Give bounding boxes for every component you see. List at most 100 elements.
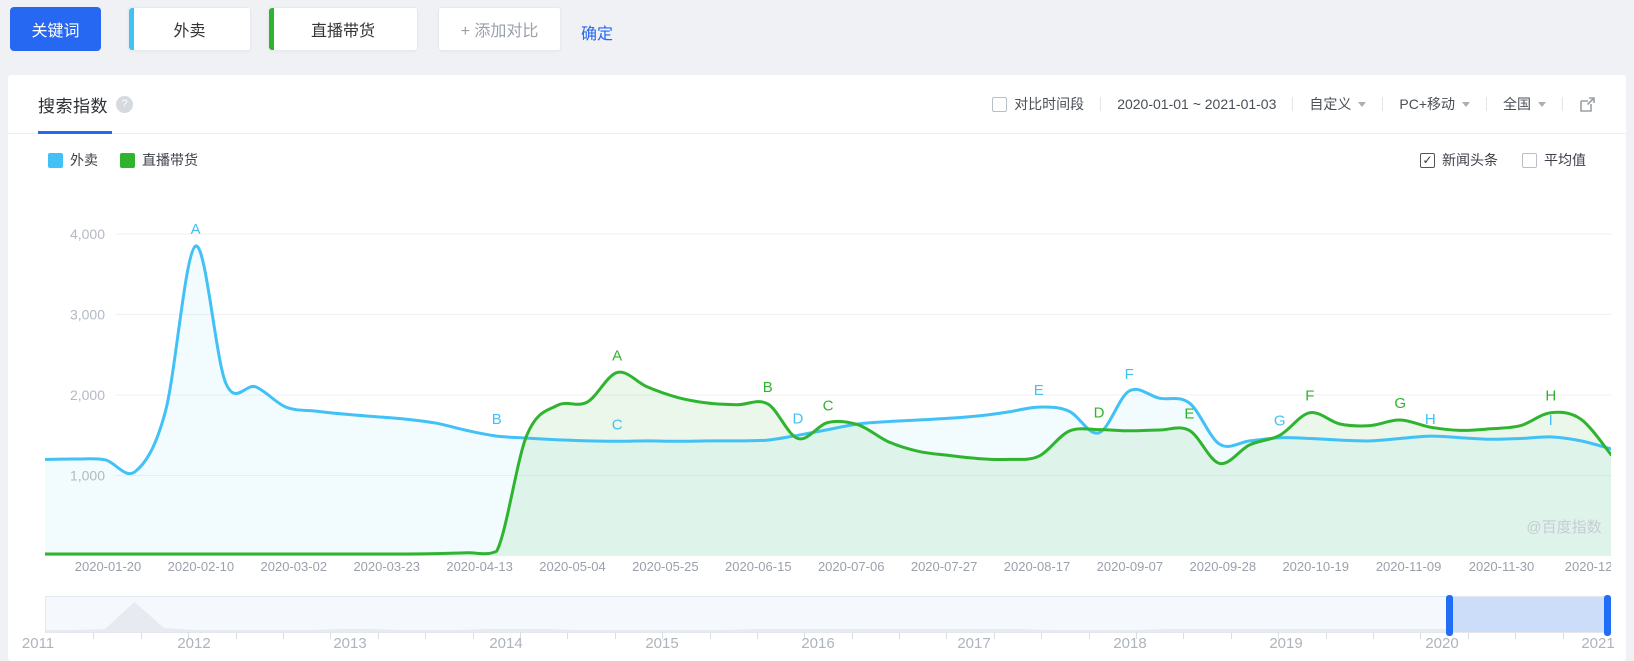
chart-options: ✓ 新闻头条 平均值: [1396, 150, 1586, 170]
legend-label: 外卖: [70, 152, 98, 168]
keyword-chip-label: 外卖: [173, 23, 206, 40]
x-axis-label: 2020-06-15: [725, 559, 792, 574]
timeline-tick: [235, 632, 237, 639]
area-fill-外卖: [45, 245, 1611, 556]
timeline-tick: [1136, 632, 1138, 639]
keyword-chip-外卖[interactable]: 外卖: [128, 7, 251, 51]
confirm-link[interactable]: 确定: [581, 26, 614, 43]
search-index-card: 搜索指数 ? 对比时间段 2020-01-01 ~ 2021-01-03 自定义…: [8, 75, 1626, 661]
x-axis-label: 2020-05-04: [539, 559, 606, 574]
timeline-tick: [1183, 632, 1185, 639]
y-axis-label: 1,000: [70, 468, 105, 484]
x-axis-label: 2020-03-02: [261, 559, 328, 574]
add-compare-label: + 添加对比: [460, 23, 539, 40]
x-axis-label: 2020-04-13: [446, 559, 512, 574]
legend-row: 外卖 直播带货 ✓ 新闻头条 平均值: [8, 134, 1626, 170]
timeline-year-2018: 2018: [1113, 635, 1147, 652]
tab-search-index[interactable]: 搜索指数 ?: [38, 75, 133, 134]
y-axis-label: 3,000: [70, 307, 105, 323]
timeline-slider[interactable]: [45, 595, 1611, 639]
point-label-外卖-A: A: [191, 221, 201, 238]
timeline-tick: [1088, 632, 1090, 639]
option-新闻头条[interactable]: ✓ 新闻头条: [1420, 150, 1498, 170]
region-dropdown[interactable]: 全国: [1503, 94, 1546, 114]
x-axis-label: 2020-03-23: [353, 559, 420, 574]
chevron-down-icon: [1538, 101, 1546, 107]
timeline-tick: [1230, 632, 1232, 639]
compare-period-label: 对比时间段: [1014, 96, 1085, 112]
point-label-外卖-G: G: [1274, 413, 1286, 430]
line-直播带货[interactable]: [45, 370, 1611, 556]
timeline-year-labels: 2011 2012 2013 2014 2015 2016 2017 2018 2019 2020…: [22, 635, 1615, 657]
keyword-chip-直播带货[interactable]: 直播带货: [268, 7, 418, 51]
timeline-year-2013: 2013: [333, 635, 367, 652]
timeline-tick: [519, 632, 521, 639]
timeline-tick: [377, 632, 379, 639]
timeline-tick: [425, 632, 427, 639]
timeline-handle-left[interactable]: [1445, 595, 1453, 636]
legend-label: 直播带货: [142, 152, 198, 168]
keyword-color-bar: [129, 8, 134, 50]
timeline-tick: [662, 632, 664, 639]
point-label-直播带货-H: H: [1545, 388, 1556, 405]
x-axis-label: 2020-08-17: [1004, 559, 1071, 574]
date-range[interactable]: 2020-01-01 ~ 2021-01-03: [1117, 96, 1277, 112]
active-tab-indicator: [38, 131, 112, 134]
x-axis-label: 2020-05-25: [632, 559, 699, 574]
range-mode-dropdown[interactable]: 自定义: [1309, 94, 1367, 114]
compare-period-checkbox[interactable]: 对比时间段: [992, 94, 1084, 114]
legend-item-直播带货[interactable]: 直播带货: [120, 150, 198, 170]
timeline-tick: [899, 632, 901, 639]
area-fill-直播带货: [45, 372, 1611, 556]
timeline-tick: [993, 632, 995, 639]
chart-legend: 外卖 直播带货: [48, 150, 220, 170]
timeline-year-2020: 2020: [1425, 635, 1459, 652]
trend-chart[interactable]: A B C D E F G H I A B C D E F G H 1,000 2,000 3,000 4,000 202…: [45, 200, 1611, 580]
point-label-外卖-F: F: [1125, 366, 1134, 383]
timeline-year-2019: 2019: [1269, 635, 1303, 652]
option-checkbox[interactable]: ✓: [1420, 152, 1435, 168]
divider: [1382, 97, 1384, 111]
device-dropdown[interactable]: PC+移动: [1399, 94, 1470, 114]
legend-item-外卖[interactable]: 外卖: [48, 150, 98, 170]
timeline-tick: [851, 632, 853, 639]
timeline-tick: [567, 632, 569, 639]
timeline-year-2015: 2015: [645, 635, 679, 652]
timeline-year-2017: 2017: [957, 635, 991, 652]
option-label: 平均值: [1544, 152, 1586, 168]
option-checkbox[interactable]: [1522, 152, 1537, 168]
timeline-year-2016: 2016: [801, 635, 835, 652]
line-外卖[interactable]: [45, 244, 1611, 475]
y-axis-label: 2,000: [70, 387, 105, 403]
keyword-button[interactable]: 关键词: [10, 7, 101, 51]
external-link-icon[interactable]: [1579, 96, 1596, 113]
timeline-tick: [330, 632, 332, 639]
timeline-tick: [1562, 632, 1564, 639]
timeline-tick: [472, 632, 474, 639]
divider: [1562, 97, 1563, 111]
timeline-tick: [756, 632, 758, 639]
x-axis-label: 2020-07-27: [911, 559, 978, 574]
timeline-tick: [1467, 632, 1469, 639]
point-label-直播带货-F: F: [1305, 388, 1314, 405]
compare-period-checkbox-box[interactable]: [992, 96, 1008, 112]
point-label-直播带货-C: C: [823, 397, 834, 414]
watermark: @百度指数: [1526, 519, 1601, 536]
x-axis-label: 2020-07-06: [818, 559, 885, 574]
x-axis-label: 2020-11-09: [1376, 559, 1442, 574]
chevron-down-icon: [1462, 101, 1470, 107]
timeline-selected-range[interactable]: [1448, 597, 1607, 632]
help-icon[interactable]: ?: [116, 95, 133, 113]
y-axis-label: 4,000: [70, 226, 105, 242]
timeline-year-2021: 2021: [1581, 635, 1615, 652]
header-controls: 对比时间段 2020-01-01 ~ 2021-01-03 自定义 PC+移动 …: [992, 94, 1596, 114]
x-axis-label: 2020-09-28: [1190, 559, 1257, 574]
legend-swatch: [120, 152, 135, 168]
timeline-handle-right[interactable]: [1603, 595, 1611, 636]
point-label-直播带货-G: G: [1394, 395, 1406, 412]
point-label-外卖-H: H: [1425, 411, 1436, 428]
option-平均值[interactable]: 平均值: [1522, 150, 1586, 170]
add-compare-button[interactable]: + 添加对比: [438, 7, 561, 51]
x-axis-label: 2020-01-20: [75, 559, 142, 574]
point-label-外卖-E: E: [1034, 382, 1044, 399]
